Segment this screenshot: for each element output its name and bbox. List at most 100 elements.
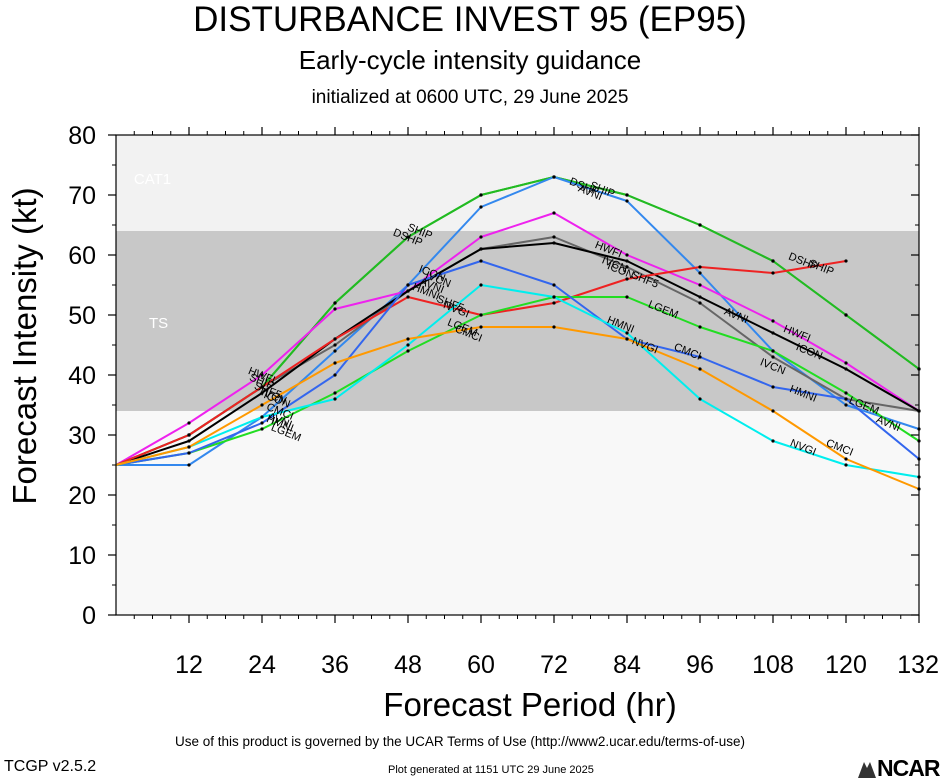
y-tick-label: 70 <box>68 182 96 210</box>
band-label: TS <box>149 315 168 332</box>
data-point-dshp <box>625 193 629 197</box>
y-tick-label: 20 <box>68 482 96 510</box>
terms-of-use-text: Use of this product is governed by the U… <box>175 734 745 749</box>
chart-subtitle: Early-cycle intensity guidance <box>298 45 642 75</box>
data-point-cmci <box>406 337 410 341</box>
data-point-avni <box>698 271 702 275</box>
version-label: TCGP v2.5.2 <box>4 758 97 775</box>
data-point-cmci <box>698 367 702 371</box>
data-point-hwfi <box>844 361 848 365</box>
data-point-hmni <box>844 397 848 401</box>
data-point-icon <box>479 247 483 251</box>
data-point-icon <box>698 295 702 299</box>
data-point-hmni <box>698 355 702 359</box>
data-point-ivcn <box>625 265 629 269</box>
data-point-lgem <box>260 427 264 431</box>
data-point-lgem <box>698 325 702 329</box>
data-point-lgem <box>406 349 410 353</box>
initialization-time: initialized at 0600 UTC, 29 June 2025 <box>311 87 629 108</box>
data-point-cmci <box>479 325 483 329</box>
data-point-lgem <box>479 313 483 317</box>
data-point-cmci <box>333 361 337 365</box>
data-point-lgem <box>771 349 775 353</box>
ncar-logo-icon <box>858 762 876 778</box>
series-line-hmni <box>115 260 920 466</box>
data-point-hwfi <box>479 235 483 239</box>
y-tick-label: 80 <box>68 122 96 150</box>
data-point-cmci <box>771 409 775 413</box>
data-point-ivcn <box>552 235 556 239</box>
data-point-icon <box>260 391 264 395</box>
data-point-ivcn <box>333 343 337 347</box>
data-point-hwfi <box>260 373 264 377</box>
data-point-ivcn <box>771 355 775 359</box>
x-axis-label: Forecast Period (hr) <box>383 686 677 723</box>
data-point-nvgi <box>625 331 629 335</box>
data-point-cmci <box>844 457 848 461</box>
generated-time: Plot generated at 1151 UTC 29 June 2025 <box>388 764 594 776</box>
data-point-avni <box>844 403 848 407</box>
data-point-shf5 <box>844 259 848 263</box>
data-point-icon <box>625 259 629 263</box>
series-line-lgem <box>115 296 920 466</box>
data-point-hmni <box>552 283 556 287</box>
data-point-hwfi <box>552 211 556 215</box>
x-tick-label: 72 <box>540 651 568 679</box>
data-point-nvgi <box>698 397 702 401</box>
data-point-hwfi <box>187 421 191 425</box>
data-point-shf5 <box>187 433 191 437</box>
data-point-shf5 <box>771 271 775 275</box>
data-point-lgem <box>625 295 629 299</box>
data-point-shf5 <box>406 295 410 299</box>
data-point-cmci <box>552 325 556 329</box>
data-point-ivcn <box>698 301 702 305</box>
data-point-cmci <box>260 403 264 407</box>
data-point-dshp <box>698 223 702 227</box>
x-tick-label: 60 <box>467 651 495 679</box>
data-point-dshp <box>844 313 848 317</box>
data-point-dshp <box>333 301 337 305</box>
series-line-nvgi <box>115 284 920 478</box>
data-point-hmni <box>771 385 775 389</box>
band-cat1 <box>116 135 919 231</box>
x-tick-label: 12 <box>175 651 203 679</box>
data-point-nvgi <box>479 283 483 287</box>
data-point-icon <box>844 367 848 371</box>
data-point-nvgi <box>333 397 337 401</box>
x-tick-label: 120 <box>825 651 867 679</box>
data-point-avni <box>187 463 191 467</box>
data-point-shf5 <box>625 277 629 281</box>
data-point-hmni <box>260 421 264 425</box>
data-point-dshp <box>771 259 775 263</box>
data-point-cmci <box>625 337 629 341</box>
x-tick-label: 84 <box>613 651 641 679</box>
data-point-dshp <box>406 235 410 239</box>
ncar-logo-text: NCAR <box>877 755 940 781</box>
data-point-hmni <box>479 259 483 263</box>
data-point-nvgi <box>844 463 848 467</box>
series-line-icon <box>115 242 920 466</box>
x-tick-label: 96 <box>686 651 714 679</box>
data-point-hmni <box>406 283 410 287</box>
x-tick-label: 36 <box>321 651 349 679</box>
data-point-lgem <box>844 391 848 395</box>
data-point-hmni <box>333 373 337 377</box>
x-tick-label: 48 <box>394 651 422 679</box>
data-point-icon <box>552 241 556 245</box>
data-point-icon <box>406 289 410 293</box>
band-label: CAT1 <box>134 171 171 188</box>
data-point-icon <box>187 439 191 443</box>
data-point-shf5 <box>698 265 702 269</box>
data-point-shf5 <box>552 301 556 305</box>
y-tick-label: 30 <box>68 422 96 450</box>
series-line-cmci <box>115 326 920 490</box>
series-line-avni <box>116 176 920 466</box>
data-point-icon <box>771 331 775 335</box>
data-point-hwfi <box>625 253 629 257</box>
y-tick-label: 50 <box>68 302 96 330</box>
y-tick-label: 0 <box>82 602 96 630</box>
data-point-shf5 <box>333 337 337 341</box>
data-point-avni <box>479 205 483 209</box>
data-point-nvgi <box>406 343 410 347</box>
